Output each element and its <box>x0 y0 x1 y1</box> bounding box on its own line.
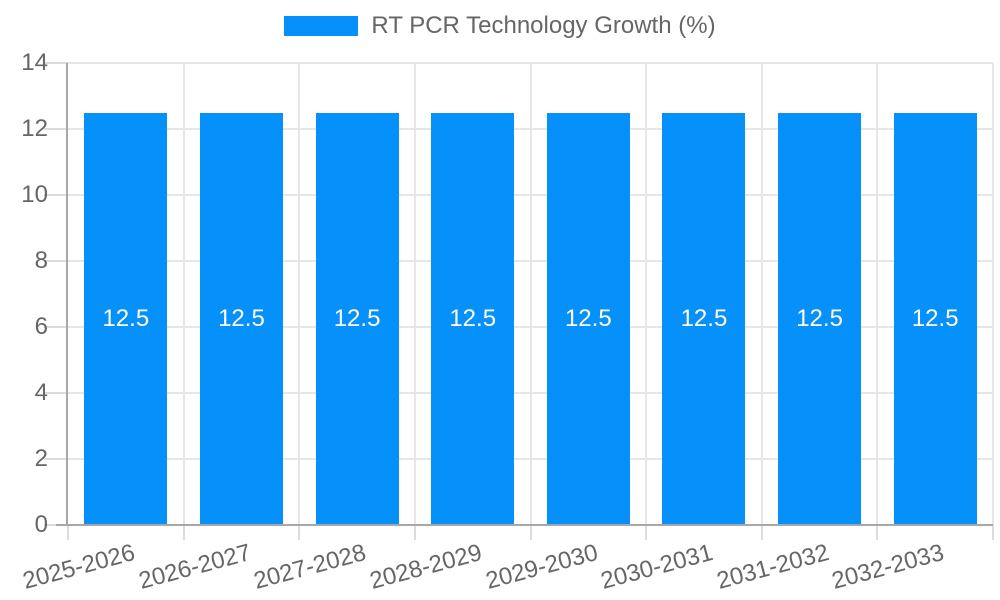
y-tick-label: 0 <box>34 511 48 538</box>
x-tick-label: 2031-2032 <box>713 539 832 595</box>
x-tick-label: 2030-2031 <box>598 539 716 595</box>
gridline-vertical <box>182 63 185 525</box>
bar-value-label: 12.5 <box>333 304 381 332</box>
legend-color-swatch <box>284 16 359 36</box>
gridline-vertical <box>298 63 301 525</box>
x-tick-label: 2028-2029 <box>366 539 485 595</box>
x-tick-mark <box>876 525 879 540</box>
x-tick-mark <box>992 525 994 540</box>
bar-value-label: 12.5 <box>449 304 497 332</box>
y-tick-mark <box>44 326 68 328</box>
y-tick-mark <box>44 194 68 196</box>
y-tick-mark <box>44 260 68 262</box>
y-axis-line <box>66 63 68 526</box>
y-tick-label: 14 <box>21 49 48 76</box>
x-tick-mark <box>529 525 532 540</box>
x-axis-line <box>56 524 993 526</box>
x-tick-mark <box>67 525 69 540</box>
gridline-vertical <box>645 63 648 525</box>
x-tick-label: 2027-2028 <box>251 539 370 595</box>
gridline-vertical <box>529 63 532 525</box>
y-tick-label: 8 <box>34 247 48 274</box>
y-tick-label: 10 <box>21 181 48 208</box>
bar[interactable]: 12.5 <box>199 112 283 525</box>
y-tick-label: 6 <box>34 313 48 340</box>
bar[interactable]: 12.5 <box>778 112 862 525</box>
bar-value-label: 12.5 <box>796 304 843 332</box>
y-tick-mark <box>44 458 68 460</box>
gridline-vertical <box>413 63 416 525</box>
bar[interactable]: 12.5 <box>84 112 168 525</box>
bar-value-label: 12.5 <box>911 304 959 332</box>
bar[interactable]: 12.5 <box>315 112 399 525</box>
bar-value-label: 12.5 <box>102 304 150 332</box>
y-tick-label: 2 <box>34 445 48 472</box>
y-tick-mark <box>44 128 68 130</box>
x-tick-label: 2026-2027 <box>135 539 254 595</box>
bar[interactable]: 12.5 <box>546 112 630 525</box>
x-tick-label: 2025-2026 <box>19 539 138 595</box>
x-tick-label: 2032-2033 <box>829 539 948 595</box>
x-tick-label: 2029-2030 <box>482 539 601 595</box>
x-tick-mark <box>645 525 648 540</box>
gridline-vertical <box>876 63 879 525</box>
y-tick-mark <box>44 392 68 394</box>
bar[interactable]: 12.5 <box>431 112 515 525</box>
x-tick-mark <box>760 525 763 540</box>
y-tick-label: 12 <box>21 115 48 142</box>
bar-value-label: 12.5 <box>680 304 728 332</box>
x-tick-mark <box>298 525 301 540</box>
y-tick-label: 4 <box>34 379 48 406</box>
chart-legend[interactable]: RT PCR Technology Growth (%) <box>0 12 1000 40</box>
bar[interactable]: 12.5 <box>893 112 977 525</box>
bar[interactable]: 12.5 <box>662 112 746 525</box>
legend-label: RT PCR Technology Growth (%) <box>371 12 716 39</box>
x-tick-mark <box>413 525 416 540</box>
x-tick-mark <box>182 525 185 540</box>
gridline-vertical <box>992 63 994 525</box>
gridline-vertical <box>760 63 763 525</box>
y-tick-mark <box>44 62 68 64</box>
bar-value-label: 12.5 <box>218 304 265 332</box>
bar-value-label: 12.5 <box>564 304 612 332</box>
